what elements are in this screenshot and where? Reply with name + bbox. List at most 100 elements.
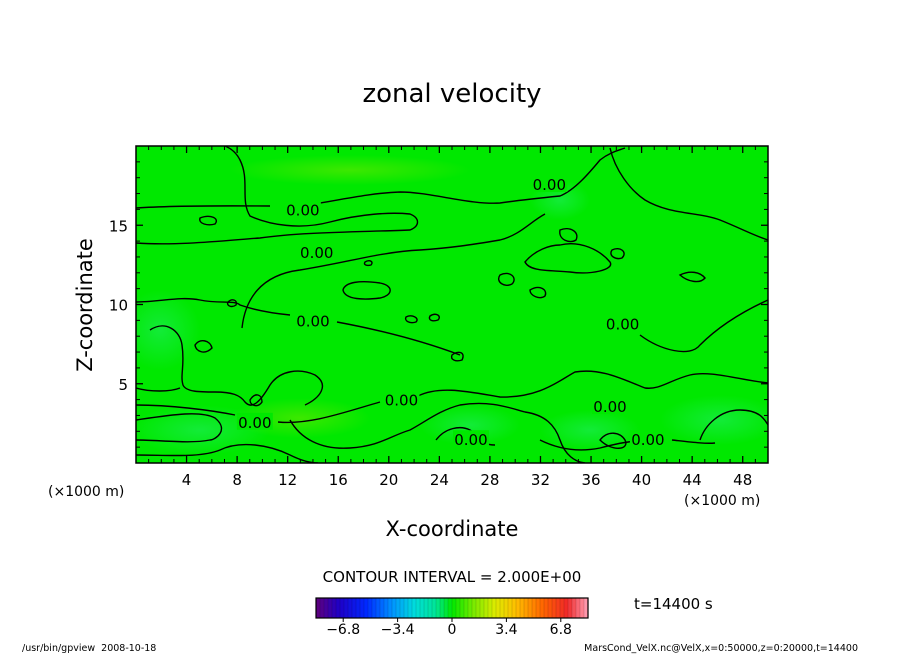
colorbar-cell	[340, 598, 345, 618]
colorbar-cell	[520, 598, 525, 618]
colorbar-cell	[480, 598, 485, 618]
colorbar-cell	[408, 598, 413, 618]
colorbar-cell	[456, 598, 461, 618]
colorbar-cell	[556, 598, 561, 618]
contour-line	[342, 281, 391, 300]
colorbar-tick-label: 0	[448, 622, 457, 638]
contour-interval-label: CONTOUR INTERVAL = 2.000E+00	[323, 568, 582, 586]
colorbar-cell	[356, 598, 361, 618]
contour-line	[199, 215, 217, 226]
colorbar-cell	[412, 598, 417, 618]
colorbar-cell	[436, 598, 441, 618]
contour-line	[404, 315, 418, 324]
contour-line	[559, 228, 578, 243]
contour-label-bg	[298, 243, 335, 261]
colorbar-cell	[328, 598, 333, 618]
contour-label-bg	[452, 430, 489, 448]
x-tick-label: 8	[232, 471, 242, 489]
colorbar-cell	[508, 598, 513, 618]
x-tick-label: 48	[733, 471, 752, 489]
colorbar-cell	[516, 598, 521, 618]
x-tick-label: 16	[329, 471, 348, 489]
contour-line	[498, 272, 515, 286]
colorbar-cell	[552, 598, 557, 618]
contour-label: 0.00	[606, 316, 639, 334]
x-tick-label: 4	[182, 471, 192, 489]
colorbar-cell	[548, 598, 553, 618]
x-tick-label: 28	[480, 471, 499, 489]
footer-right: MarsCond_VelX.nc@VelX,x=0:50000,z=0:2000…	[584, 643, 858, 654]
contour-label-bg	[604, 314, 641, 332]
colorbar-cell	[416, 598, 421, 618]
colorbar-cell	[492, 598, 497, 618]
colorbar-cell	[584, 598, 589, 618]
colorbar-cell	[348, 598, 353, 618]
colorbar-cell	[536, 598, 541, 618]
x-tick-label: 20	[379, 471, 398, 489]
colorbar-cell	[384, 598, 389, 618]
colorbar-cell	[560, 598, 565, 618]
colorbar	[315, 597, 589, 619]
colorbar-tick-label: −6.8	[326, 622, 360, 638]
colorbar-cell	[360, 598, 365, 618]
colorbar-cell	[324, 598, 329, 618]
contour-line	[136, 297, 768, 356]
colorbar-cell	[472, 598, 477, 618]
colorbar-cell	[320, 598, 325, 618]
colorbar-cell	[316, 598, 321, 618]
contour-label: 0.00	[300, 244, 333, 262]
contour-line	[226, 299, 238, 308]
colorbar-cell	[468, 598, 473, 618]
colorbar-cell	[364, 598, 369, 618]
contour-label-bg	[294, 311, 331, 329]
contour-labels: 0.00 0.00 0.00 0.00 0.00 0.00 0.00 0.00 0.00 0.00	[236, 175, 666, 449]
colorbar-cell	[380, 598, 385, 618]
heatmap-shading	[136, 155, 768, 455]
colorbar-cell	[368, 598, 373, 618]
colorbar-tick-label: −3.4	[381, 622, 415, 638]
colorbar-cell	[428, 598, 433, 618]
contour-line	[136, 147, 626, 209]
y-axis-label: Z-coordinate	[73, 238, 97, 372]
x-tick-label: 36	[581, 471, 600, 489]
contour-line	[241, 213, 546, 329]
time-label: t=14400 s	[634, 595, 713, 613]
x-axis-label: X-coordinate	[386, 517, 519, 541]
contour-line	[194, 340, 213, 353]
contour-line	[529, 286, 547, 299]
colorbar-cell	[400, 598, 405, 618]
colorbar-cell	[460, 598, 465, 618]
colorbar-cell	[528, 598, 533, 618]
colorbar-cell	[424, 598, 429, 618]
x-tick-label: 40	[632, 471, 651, 489]
colorbar-cell	[568, 598, 573, 618]
colorbar-cell	[544, 598, 549, 618]
contour-line	[363, 260, 373, 267]
colorbar-cell	[564, 598, 569, 618]
contour-line	[678, 271, 706, 283]
y-tick-label: 10	[109, 297, 128, 315]
footer-left: /usr/bin/gpview 2008-10-18	[22, 643, 156, 654]
colorbar-cell	[420, 598, 425, 618]
colorbar-cell	[452, 598, 457, 618]
contour-line	[450, 351, 464, 362]
contour-label: 0.00	[631, 431, 664, 449]
colorbar-cell	[532, 598, 537, 618]
colorbar-cell	[376, 598, 381, 618]
colorbar-tick-labels: −6.8 −3.4 0 3.4 6.8	[326, 618, 572, 638]
colorbar-cell	[504, 598, 509, 618]
contour-label: 0.00	[286, 201, 319, 219]
contour-label-bg	[284, 200, 321, 218]
contour-line	[428, 313, 440, 322]
colorbar-cell	[540, 598, 545, 618]
plot-area: 0.00 0.00 0.00 0.00 0.00 0.00 0.00 0.00 0.00 0.00	[135, 145, 769, 464]
colorbar-cell	[448, 598, 453, 618]
colorbar-tick-label: 3.4	[495, 622, 517, 638]
colorbar-cell	[372, 598, 377, 618]
contour-label-bg	[383, 390, 420, 408]
colorbar-cell	[404, 598, 409, 618]
colorbar-cell	[496, 598, 501, 618]
contour-label: 0.00	[533, 176, 566, 194]
contour-label: 0.00	[593, 398, 626, 416]
